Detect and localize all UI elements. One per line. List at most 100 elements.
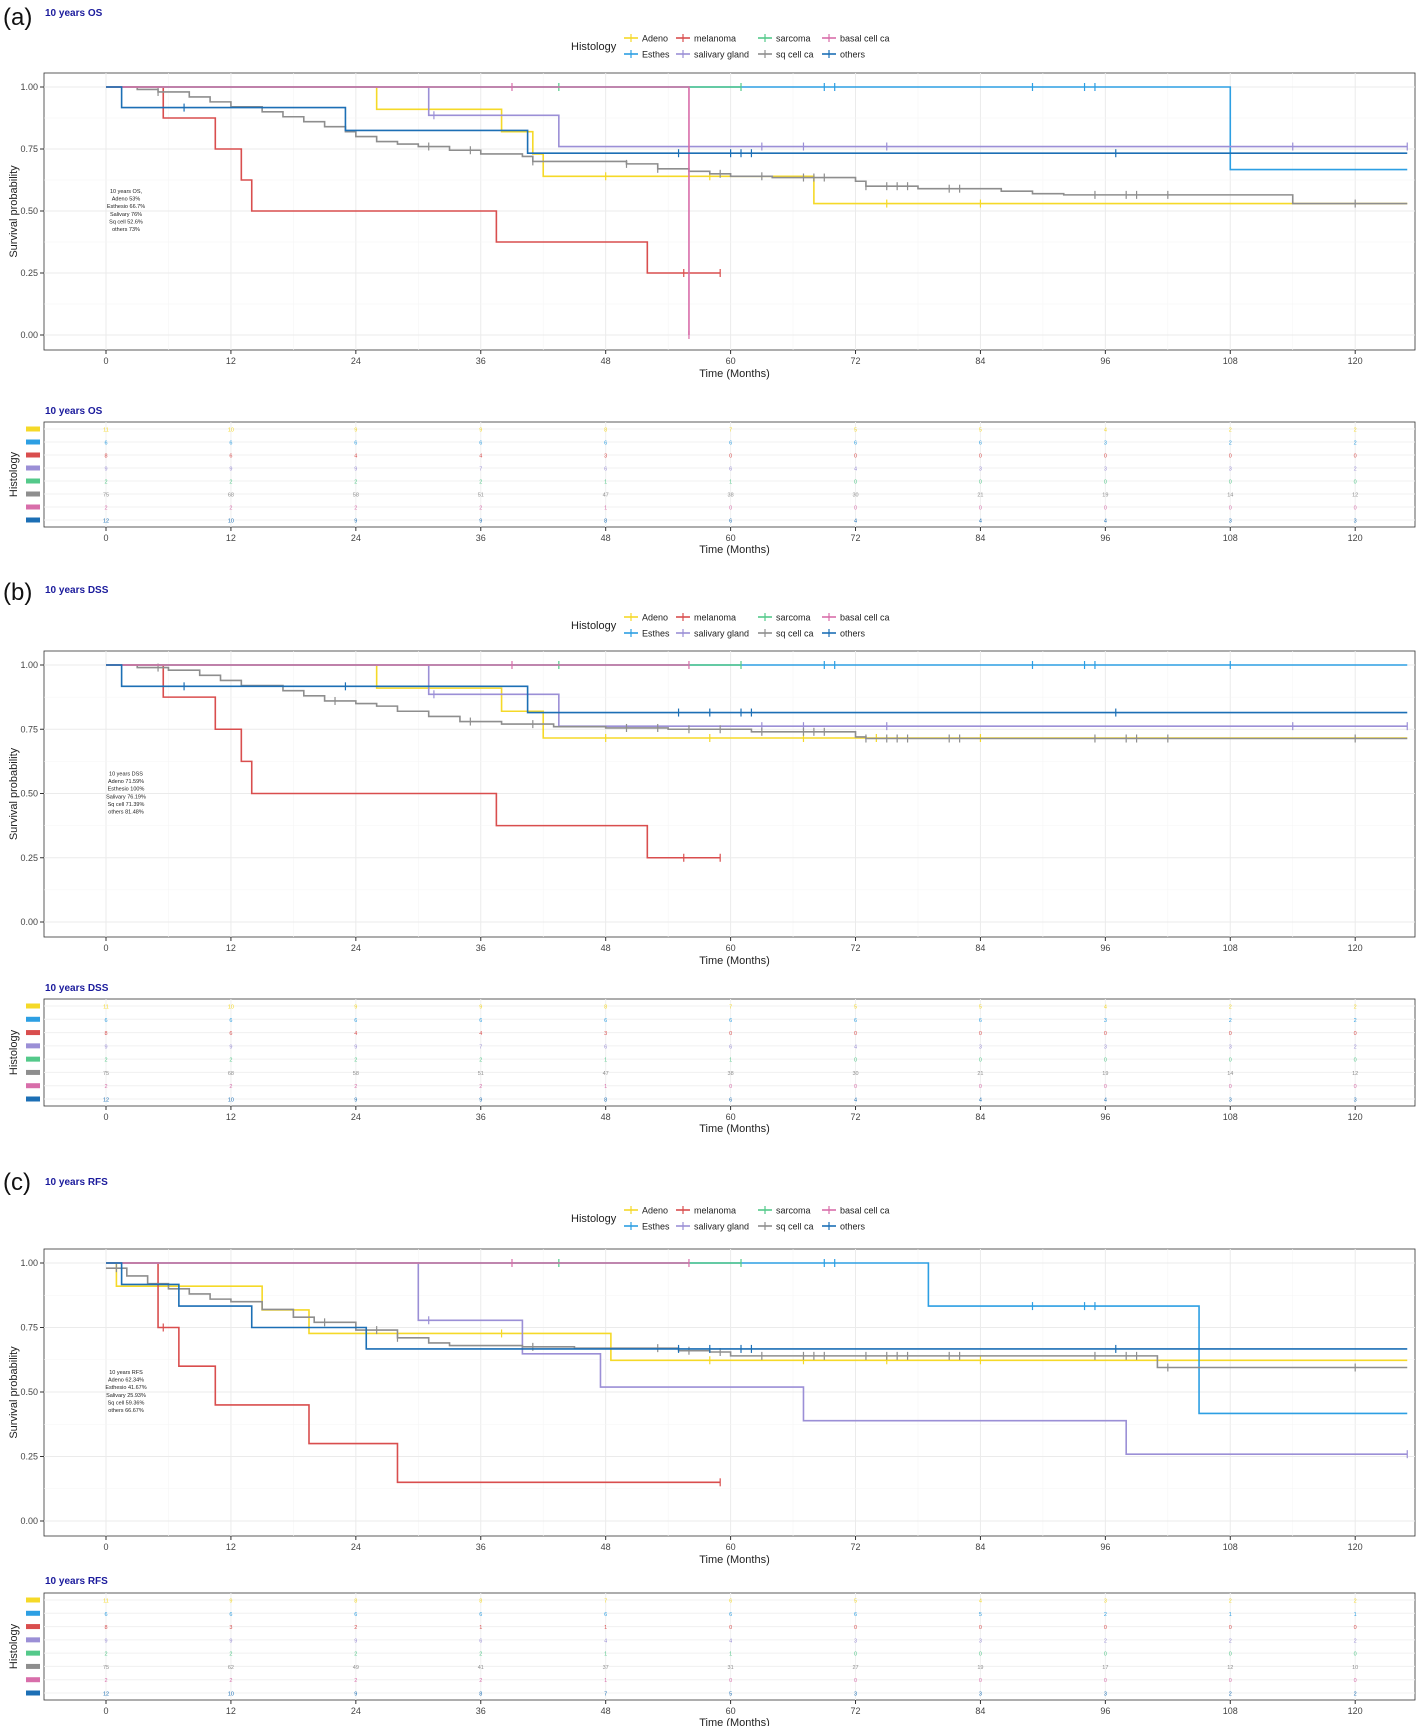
annotation-line: Sq cell 52.6% <box>109 219 143 225</box>
table-cell-sqcell: 27 <box>852 1665 858 1671</box>
table-cell-salivary: 9 <box>354 1044 357 1050</box>
table-cell-sarcoma: 1 <box>729 1058 732 1064</box>
table-cell-salivary: 2 <box>1104 1638 1107 1644</box>
table-x-tick-label: 84 <box>975 1112 985 1122</box>
legend-label: sarcoma <box>776 34 811 44</box>
table-cell-adeno: 8 <box>604 1005 607 1011</box>
table-cell-esthes: 6 <box>229 1612 232 1618</box>
table-cell-melanoma: 4 <box>354 1031 357 1037</box>
legend-item-basal: basal cell ca <box>822 1206 890 1216</box>
table-cell-others: 3 <box>854 1692 857 1698</box>
table-cell-salivary: 9 <box>104 467 107 473</box>
table-cell-esthes: 6 <box>729 1018 732 1024</box>
table-title: 10 years OS <box>45 406 103 417</box>
table-x-tick-label: 60 <box>726 1112 736 1122</box>
legend-label: melanoma <box>694 34 736 44</box>
table-row-swatch-melanoma <box>26 1624 40 1630</box>
table-cell-sqcell: 38 <box>728 1071 734 1077</box>
table-cell-adeno: 2 <box>1354 428 1357 434</box>
table-row-swatch-salivary <box>26 465 40 471</box>
table-cell-basal: 0 <box>729 1084 732 1090</box>
legend-label: Adeno <box>642 1206 668 1216</box>
table-cell-melanoma: 0 <box>854 454 857 460</box>
table-cell-sarcoma: 2 <box>104 1058 107 1064</box>
legend-item-esthes: Esthes <box>624 629 670 639</box>
table-x-tick-label: 108 <box>1223 533 1238 543</box>
table-x-tick-label: 72 <box>851 1706 861 1716</box>
table-x-tick-label: 96 <box>1100 1706 1110 1716</box>
table-cell-salivary: 3 <box>979 1044 982 1050</box>
table-row-swatch-adeno <box>26 1003 40 1009</box>
table-x-tick-label: 108 <box>1223 1706 1238 1716</box>
table-cell-melanoma: 3 <box>229 1625 232 1631</box>
table-cell-others: 4 <box>1104 1098 1107 1104</box>
legend-label: others <box>840 50 866 60</box>
table-row-swatch-others <box>26 517 40 523</box>
series-line-melanoma <box>106 664 721 859</box>
table-cell-others: 4 <box>979 519 982 525</box>
table-cell-basal: 0 <box>1104 1084 1107 1090</box>
table-cell-sqcell: 49 <box>353 1665 359 1671</box>
table-cell-melanoma: 0 <box>854 1625 857 1631</box>
x-tick-label: 108 <box>1223 943 1238 953</box>
x-tick-label: 0 <box>103 943 108 953</box>
series-line-sqcell <box>106 664 1408 740</box>
table-cell-salivary: 9 <box>229 1044 232 1050</box>
y-tick-label: 0.25 <box>20 268 38 278</box>
panel-title: 10 years OS <box>45 8 103 19</box>
x-tick-label: 120 <box>1348 1542 1363 1552</box>
table-cell-melanoma: 0 <box>1104 1031 1107 1037</box>
table-frame <box>43 998 1416 1107</box>
table-cell-melanoma: 0 <box>1229 1031 1232 1037</box>
table-row-swatch-melanoma <box>26 452 40 458</box>
annotation-line: others 81.48% <box>108 810 144 816</box>
table-cell-sqcell: 58 <box>353 493 359 499</box>
table-cell-others: 10 <box>228 1098 234 1104</box>
table-cell-esthes: 6 <box>479 441 482 447</box>
table-cell-salivary: 9 <box>354 467 357 473</box>
table-cell-sqcell: 38 <box>728 493 734 499</box>
x-tick-label: 84 <box>975 943 985 953</box>
table-cell-salivary: 4 <box>854 1044 857 1050</box>
table-cell-sqcell: 17 <box>1102 1665 1108 1671</box>
annotation-line: Salivary 76.19% <box>106 794 146 800</box>
table-cell-basal: 0 <box>729 1678 732 1684</box>
table-cell-sqcell: 12 <box>1352 493 1358 499</box>
annotation-line: 10 years DSS <box>109 772 143 778</box>
legend-item-salivary: salivary gland <box>676 50 749 60</box>
legend-item-adeno: Adeno <box>624 1206 668 1216</box>
table-cell-esthes: 6 <box>604 1612 607 1618</box>
table-row-swatch-basal <box>26 504 40 510</box>
legend-label: Esthes <box>642 50 670 60</box>
y-axis-label: Survival probability <box>8 1346 20 1439</box>
table-row-swatch-sarcoma <box>26 478 40 484</box>
table-cell-sarcoma: 0 <box>979 1652 982 1658</box>
series-line-melanoma <box>106 1262 721 1484</box>
legend-label: sarcoma <box>776 1206 811 1216</box>
table-cell-others: 10 <box>228 519 234 525</box>
table-cell-sarcoma: 2 <box>354 1652 357 1658</box>
table-cell-sqcell: 31 <box>728 1665 734 1671</box>
table-cell-basal: 2 <box>229 1084 232 1090</box>
table-cell-adeno: 7 <box>604 1599 607 1605</box>
table-row-swatch-salivary <box>26 1043 40 1049</box>
table-cell-sqcell: 21 <box>977 1071 983 1077</box>
series-line-adeno <box>106 664 1408 739</box>
table-cell-sarcoma: 1 <box>604 1058 607 1064</box>
table-x-tick-label: 60 <box>726 1706 736 1716</box>
table-cell-salivary: 4 <box>604 1638 607 1644</box>
table-x-axis-label: Time (Months) <box>699 544 770 556</box>
table-cell-basal: 2 <box>354 1084 357 1090</box>
table-cell-melanoma: 0 <box>1229 454 1232 460</box>
table-x-tick-label: 96 <box>1100 1112 1110 1122</box>
table-x-tick-label: 36 <box>476 1706 486 1716</box>
table-cell-adeno: 2 <box>1354 1599 1357 1605</box>
table-cell-sarcoma: 2 <box>104 480 107 486</box>
table-cell-salivary: 2 <box>1354 1638 1357 1644</box>
table-cell-sqcell: 37 <box>603 1665 609 1671</box>
table-x-tick-label: 48 <box>601 533 611 543</box>
table-cell-sqcell: 14 <box>1227 1071 1233 1077</box>
table-cell-sarcoma: 0 <box>854 480 857 486</box>
table-cell-sarcoma: 2 <box>354 480 357 486</box>
table-cell-adeno: 10 <box>228 428 234 434</box>
